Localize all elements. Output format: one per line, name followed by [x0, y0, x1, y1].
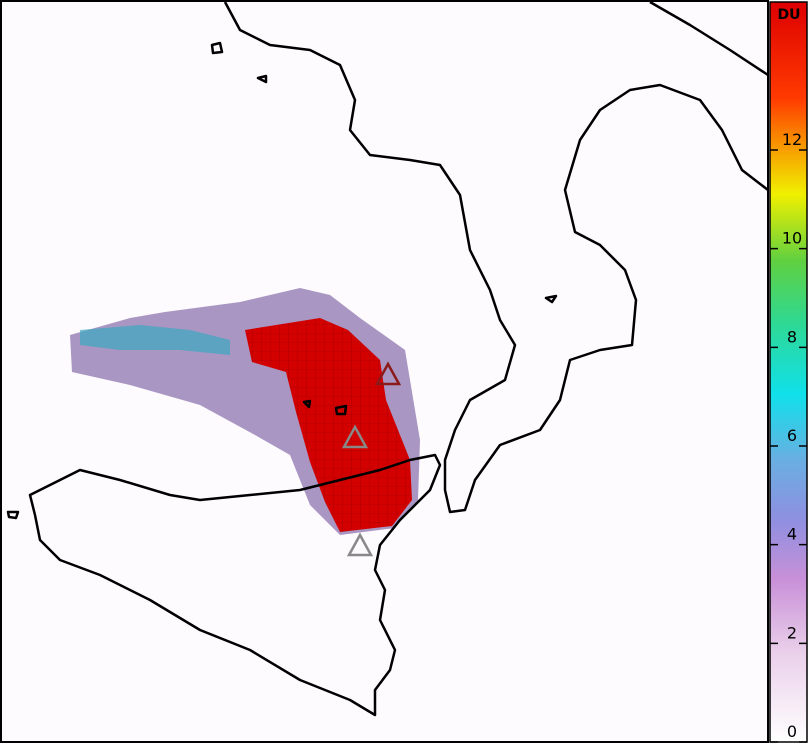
colorbar: DU 0 2 4 6 8 10 12 — [769, 1, 808, 743]
colorbar-ramp — [769, 1, 808, 743]
map — [0, 0, 769, 743]
map-frame — [0, 0, 769, 743]
colorbar-tick-label: 12 — [782, 130, 802, 149]
volcano-marker — [374, 361, 402, 386]
colorbar-tick-label: 8 — [787, 327, 797, 346]
plume — [70, 288, 420, 535]
colorbar-tick-label: 4 — [787, 525, 797, 544]
colorbar-tick-label: 2 — [787, 623, 797, 642]
colorbar-tick-label: 0 — [787, 722, 797, 741]
colorbar-title: DU — [778, 7, 801, 23]
plume-grid — [245, 318, 412, 532]
volcano-markers — [341, 361, 402, 557]
volcano-marker — [341, 424, 369, 449]
volcano-marker — [346, 532, 374, 557]
colorbar-tick-label: 10 — [782, 229, 802, 248]
plume-mid — [80, 325, 230, 355]
coastlines — [6, 0, 769, 717]
colorbar-tick-label: 6 — [787, 426, 797, 445]
